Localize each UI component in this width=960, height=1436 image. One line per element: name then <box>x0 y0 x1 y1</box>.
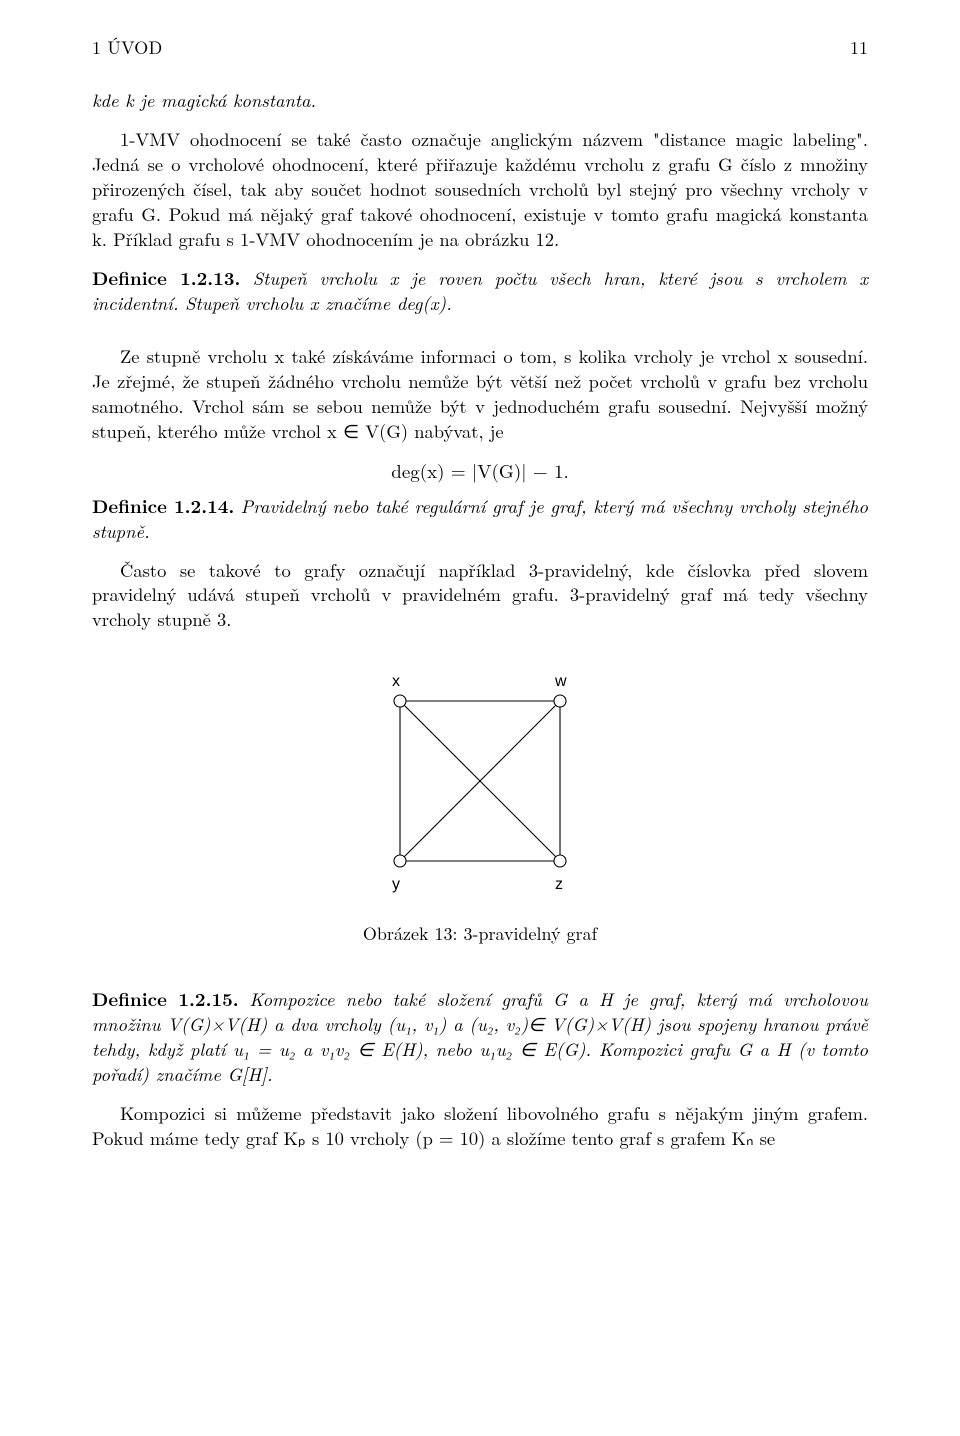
para-3regular: Často se takové to grafy označují napřík… <box>92 558 868 633</box>
para-1vmv: 1-VMV ohodnocení se také často označuje … <box>92 127 868 252</box>
graph-node-z <box>554 855 566 867</box>
definition-label: Definice 1.2.15. <box>92 986 239 1012</box>
page: 1 ÚVOD 11 kde k je magická konstanta. 1-… <box>0 0 960 1436</box>
graph-node-label: y <box>392 876 400 893</box>
definition-1-2-13: Definice 1.2.13. Stupeň vrcholu x je rov… <box>92 266 868 316</box>
graph-node-w <box>554 695 566 707</box>
header-section: 1 ÚVOD <box>92 36 162 60</box>
graph-node-x <box>394 695 406 707</box>
graph-3regular: x w y z <box>340 646 620 916</box>
header-page-number: 11 <box>850 36 868 60</box>
definition-label: Definice 1.2.13. <box>92 265 240 291</box>
definition-1-2-15: Definice 1.2.15. Kompozice nebo také slo… <box>92 987 868 1087</box>
graph-node-label: z <box>555 876 563 893</box>
definition-label: Definice 1.2.14. <box>92 493 234 519</box>
para-degree-info: Ze stupně vrcholu x také získáváme infor… <box>92 344 868 444</box>
definition-1-2-14: Definice 1.2.14. Pravidelný nebo také re… <box>92 494 868 544</box>
graph-node-y <box>394 855 406 867</box>
graph-node-label: w <box>554 673 567 690</box>
formula-deg: deg(x) = |V(G)| − 1. <box>92 458 868 484</box>
page-header: 1 ÚVOD 11 <box>92 36 868 60</box>
figure-caption: Obrázek 13: 3-pravidelný graf <box>92 922 868 946</box>
para-k-constant: kde k je magická konstanta. <box>92 88 868 113</box>
figure-13: x w y z Obrázek 13: 3-pravidelný graf <box>92 646 868 946</box>
graph-node-label: x <box>392 673 400 690</box>
para-composition: Kompozici si můžeme představit jako slož… <box>92 1101 868 1151</box>
